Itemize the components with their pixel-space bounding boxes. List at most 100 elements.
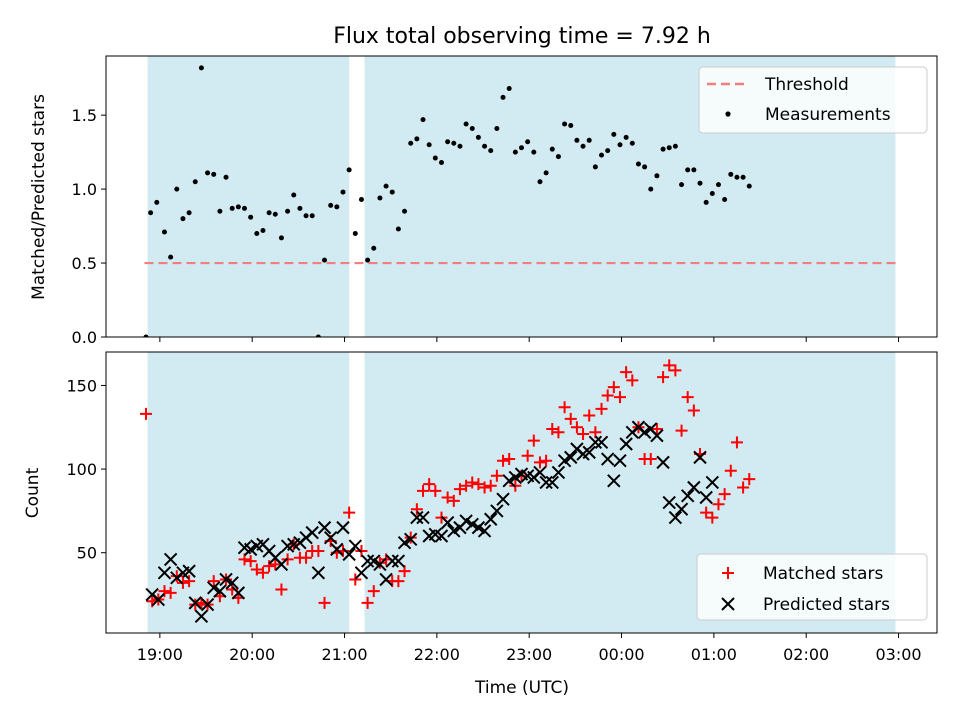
data-point — [154, 199, 160, 205]
data-point — [334, 204, 340, 210]
data-point — [200, 597, 215, 612]
legend-top-box — [698, 66, 928, 134]
data-point — [248, 214, 254, 220]
data-point — [506, 86, 512, 92]
data-point — [207, 581, 221, 595]
axes-frame — [105, 55, 938, 338]
data-point — [346, 167, 352, 173]
data-point — [583, 409, 596, 422]
data-point — [318, 596, 331, 609]
data-point — [500, 94, 506, 100]
x-tick-label: 02:00 — [783, 645, 829, 664]
data-point — [620, 366, 633, 379]
data-point — [551, 465, 566, 480]
data-point — [360, 554, 375, 568]
data-point — [699, 490, 713, 505]
data-point — [743, 473, 756, 486]
data-point — [343, 506, 356, 519]
x-tick-label: 00:00 — [598, 645, 644, 664]
data-point — [484, 512, 498, 526]
data-point — [354, 566, 369, 580]
data-point — [225, 576, 239, 590]
data-point — [342, 547, 356, 562]
data-point — [687, 404, 700, 417]
data-point — [447, 494, 460, 507]
data-point — [718, 488, 731, 501]
data-point — [494, 125, 500, 131]
data-point — [161, 229, 167, 235]
data-point — [679, 182, 685, 188]
data-point — [223, 174, 229, 180]
data-point — [546, 422, 559, 435]
data-point — [244, 555, 257, 568]
data-point — [238, 553, 251, 566]
data-point — [697, 180, 703, 186]
legend-top: Threshold Measurements — [698, 66, 928, 134]
data-point — [562, 121, 568, 127]
data-point — [457, 143, 463, 149]
data-point — [568, 123, 574, 129]
data-point — [408, 140, 414, 146]
y-tick-label: 0.5 — [72, 254, 97, 273]
data-point — [539, 475, 553, 490]
data-point — [367, 585, 380, 598]
data-point — [432, 155, 438, 161]
data-point — [629, 140, 635, 146]
data-point — [447, 524, 461, 538]
axes-frame — [105, 351, 938, 634]
bottom-y-axis-label: Count — [23, 467, 43, 518]
data-point — [410, 503, 423, 516]
data-point — [266, 210, 272, 216]
data-point — [722, 196, 728, 202]
data-point — [303, 213, 309, 219]
data-point — [426, 142, 432, 148]
data-point — [291, 192, 297, 198]
data-point — [465, 517, 479, 531]
data-point — [242, 205, 247, 211]
data-point — [272, 211, 278, 217]
data-point — [657, 371, 670, 384]
x-tick-label: 19:00 — [137, 645, 183, 664]
data-point — [417, 484, 430, 497]
data-point — [619, 437, 633, 451]
y-tick-label: 0.0 — [72, 328, 97, 347]
data-point — [392, 575, 405, 588]
data-point — [194, 609, 209, 623]
data-point — [540, 454, 553, 467]
observing-interval-1 — [147, 352, 350, 633]
data-point — [188, 596, 202, 610]
data-point — [254, 230, 260, 236]
x-tick-label: 23:00 — [506, 645, 552, 664]
data-point — [605, 148, 611, 154]
data-point — [582, 445, 596, 460]
data-point — [740, 174, 746, 180]
data-point — [552, 426, 565, 439]
data-point — [660, 146, 666, 152]
data-point — [674, 502, 689, 516]
data-point — [557, 454, 572, 468]
data-point — [508, 470, 523, 485]
data-point — [358, 196, 364, 202]
legend-measurements-label: Measurements — [765, 105, 891, 125]
data-point — [502, 474, 516, 488]
data-point — [414, 136, 420, 142]
y-tick-label: 50 — [77, 544, 97, 563]
data-point — [607, 474, 621, 488]
data-point — [626, 374, 639, 387]
data-point — [586, 137, 592, 143]
data-point — [746, 183, 752, 189]
data-point — [352, 230, 358, 236]
data-point — [600, 452, 615, 466]
data-point — [420, 117, 426, 123]
data-point — [274, 557, 289, 572]
data-point — [383, 183, 389, 189]
data-point — [685, 167, 691, 173]
data-point — [395, 226, 401, 232]
data-point — [322, 257, 328, 263]
data-point — [416, 510, 430, 525]
legend-bottom: Matched stars Predicted stars — [696, 553, 928, 621]
data-point — [311, 566, 326, 580]
data-point — [151, 592, 166, 607]
y-tick-label: 1.5 — [72, 106, 97, 125]
x-tick-label: 20:00 — [229, 645, 275, 664]
